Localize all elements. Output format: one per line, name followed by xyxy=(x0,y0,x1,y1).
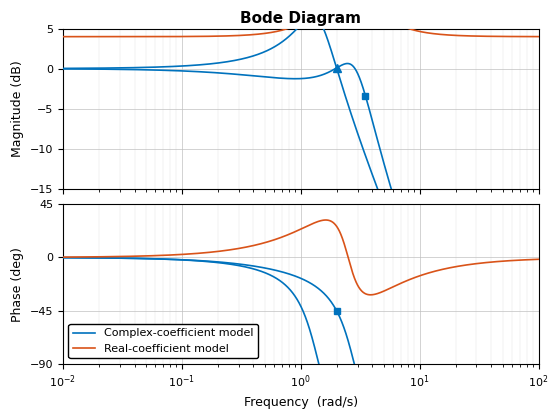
Y-axis label: Magnitude (dB): Magnitude (dB) xyxy=(11,60,24,157)
Y-axis label: Phase (deg): Phase (deg) xyxy=(11,247,24,321)
X-axis label: Frequency  (rad/s): Frequency (rad/s) xyxy=(244,396,358,409)
Title: Bode Diagram: Bode Diagram xyxy=(240,11,361,26)
Legend: Complex-coefficient model, Real-coefficient model: Complex-coefficient model, Real-coeffici… xyxy=(68,324,258,358)
